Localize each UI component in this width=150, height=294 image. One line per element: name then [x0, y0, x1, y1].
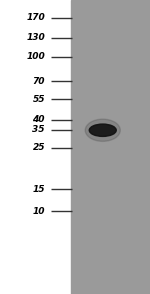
Ellipse shape — [89, 124, 116, 136]
Text: 55: 55 — [33, 95, 45, 104]
Text: 170: 170 — [26, 13, 45, 22]
Text: 35: 35 — [33, 126, 45, 134]
Text: 40: 40 — [33, 116, 45, 124]
Text: 15: 15 — [33, 185, 45, 194]
Text: 10: 10 — [33, 207, 45, 216]
Bar — [70, 0, 150, 294]
Text: 100: 100 — [26, 52, 45, 61]
Text: 70: 70 — [33, 77, 45, 86]
Text: 130: 130 — [26, 33, 45, 42]
Ellipse shape — [85, 119, 120, 141]
Text: 25: 25 — [33, 143, 45, 152]
